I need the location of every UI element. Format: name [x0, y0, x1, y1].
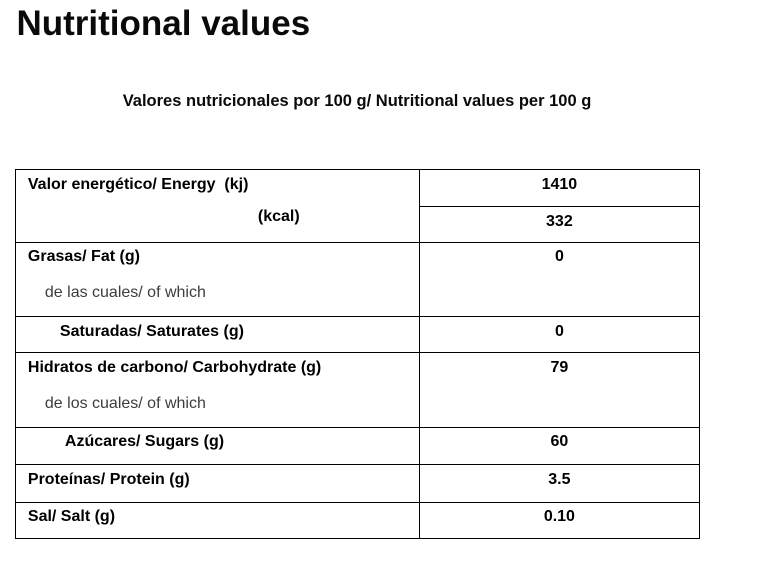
row-carbohydrate: Hidratos de carbono/ Carbohydrate (g) de… [14, 352, 700, 428]
protein-label: Proteínas/ Protein (g) [27, 470, 190, 488]
carbohydrate-value: 79 [418, 352, 700, 428]
energy-label-cell: Valor energético/ Energy (kj) (kcal) [14, 169, 420, 243]
salt-value: 0.10 [418, 501, 700, 540]
sugars-value: 60 [418, 426, 700, 466]
energy-kj-value: 1410 [418, 169, 700, 208]
fat-value: 0 [418, 241, 700, 318]
saturates-value: 0 [418, 316, 700, 354]
row-protein: Proteínas/ Protein (g) 3.5 [14, 464, 700, 503]
saturates-label-cell: Saturadas/ Saturates (g) [14, 316, 420, 354]
row-energy: Valor energético/ Energy (kj) (kcal) 141… [14, 169, 700, 243]
sugars-label-cell: Azúcares/ Sugars (g) [14, 426, 420, 466]
carbohydrate-of-which-label: de los cuales/ of which [44, 394, 206, 412]
page-title: Nutritional values [16, 4, 311, 43]
protein-label-cell: Proteínas/ Protein (g) [14, 464, 420, 503]
fat-label: Grasas/ Fat (g) [27, 248, 140, 266]
table-subtitle: Valores nutricionales por 100 g/ Nutriti… [122, 92, 592, 110]
carbohydrate-label-cell: Hidratos de carbono/ Carbohydrate (g) de… [14, 352, 420, 428]
energy-kcal-value: 332 [418, 206, 700, 243]
row-sugars: Azúcares/ Sugars (g) 60 [14, 426, 700, 466]
protein-value: 3.5 [418, 464, 700, 503]
saturates-label: Saturadas/ Saturates (g) [59, 322, 244, 340]
energy-kcal-label: (kcal) [257, 208, 300, 226]
salt-label-cell: Sal/ Salt (g) [14, 501, 420, 540]
row-fat: Grasas/ Fat (g) de las cuales/ of which … [14, 241, 700, 318]
nutrition-table: Valor energético/ Energy (kj) (kcal) 141… [14, 169, 700, 540]
energy-label: Valor energético/ Energy (kj) [27, 175, 249, 193]
fat-label-cell: Grasas/ Fat (g) de las cuales/ of which [14, 241, 420, 318]
fat-of-which-label: de las cuales/ of which [44, 284, 206, 302]
salt-label: Sal/ Salt (g) [27, 508, 116, 526]
sugars-label: Azúcares/ Sugars (g) [64, 433, 225, 451]
row-saturates: Saturadas/ Saturates (g) 0 [14, 316, 700, 354]
row-salt: Sal/ Salt (g) 0.10 [14, 501, 700, 540]
carbohydrate-label: Hidratos de carbono/ Carbohydrate (g) [27, 358, 322, 376]
row-energy-kcal: 332 [15, 206, 700, 243]
